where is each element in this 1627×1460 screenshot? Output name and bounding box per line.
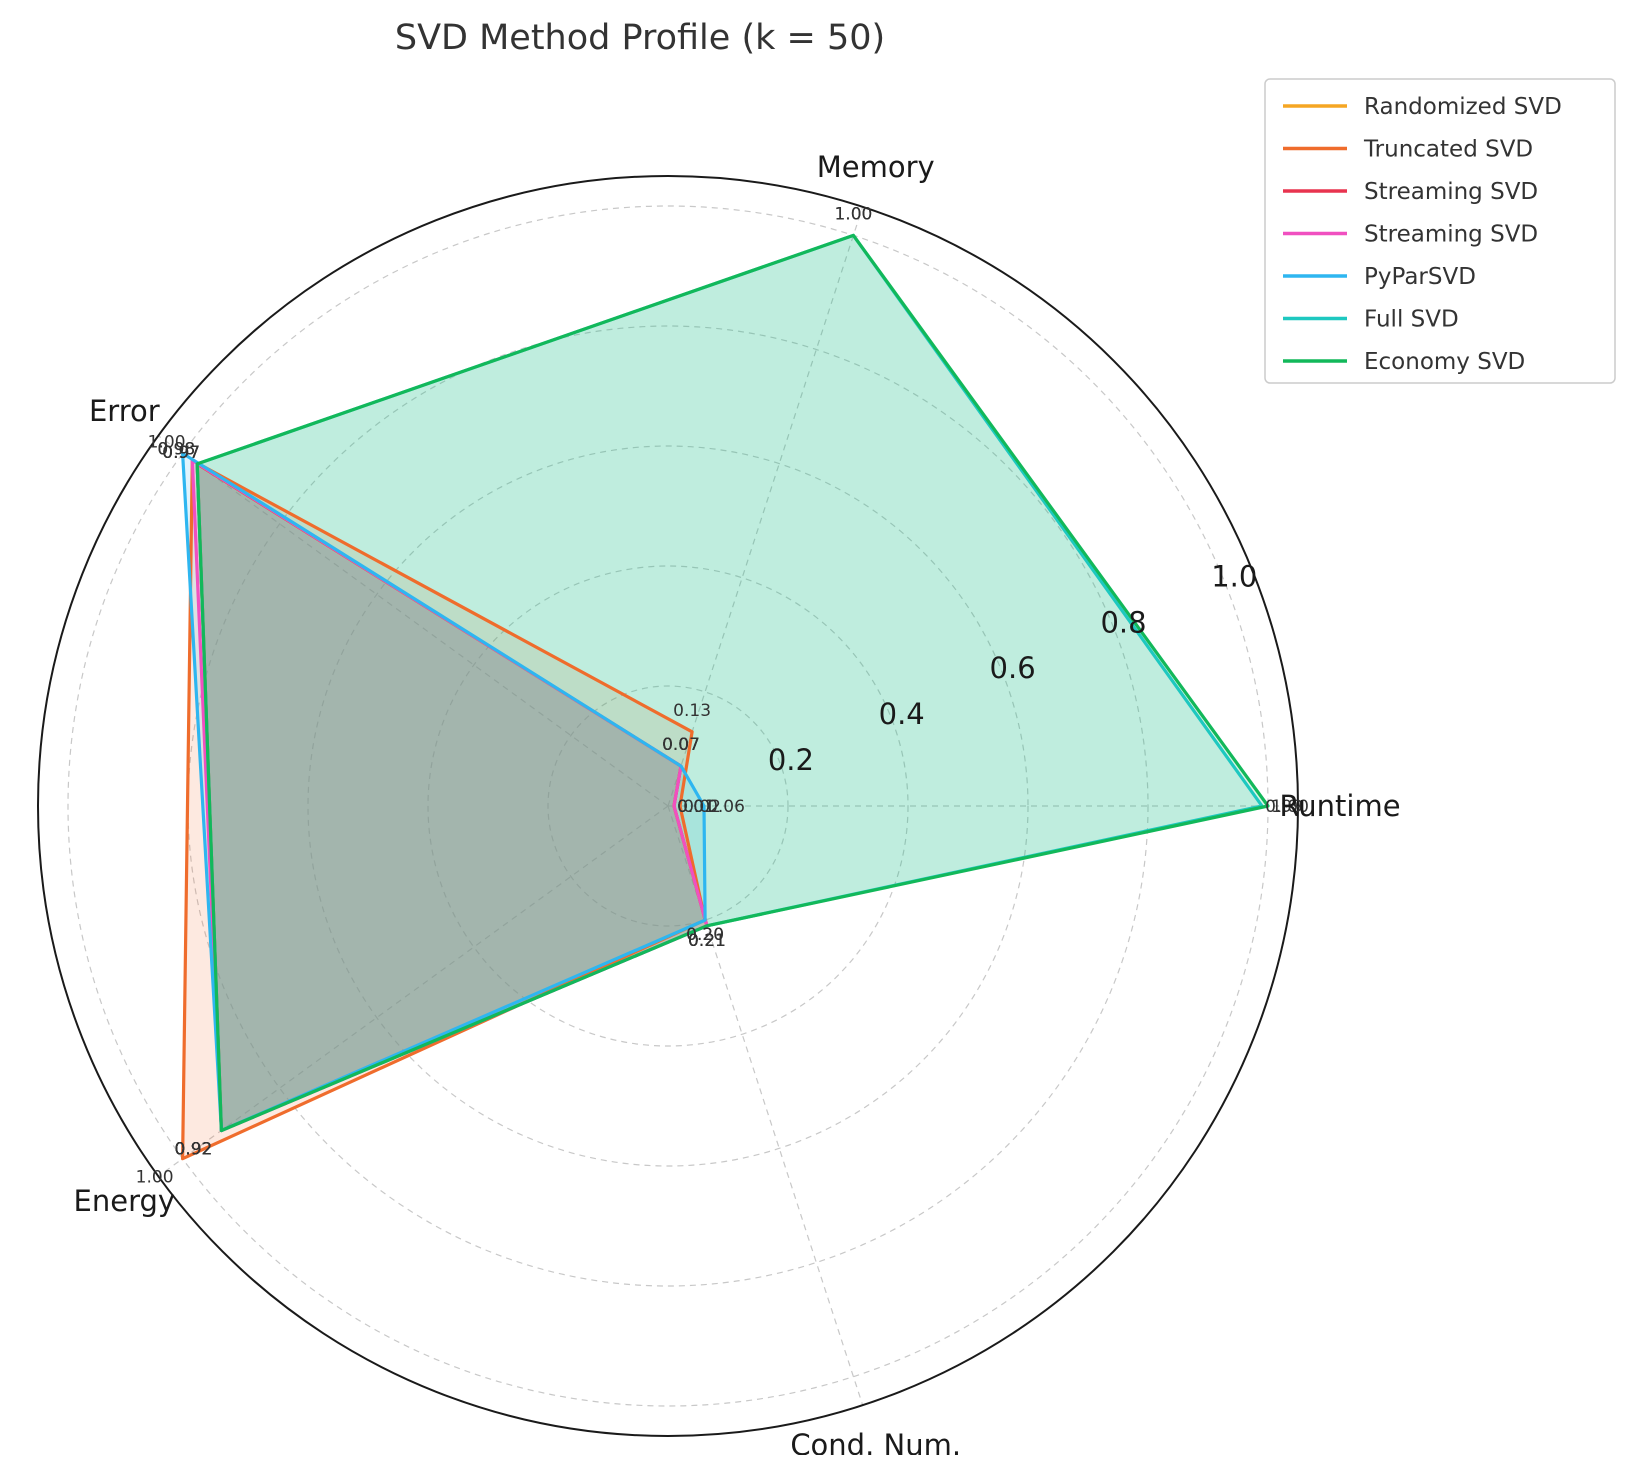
- value-label: 0.07: [662, 735, 700, 755]
- rtick-label-4: 1.0: [1211, 559, 1257, 593]
- polar-grid: [37, 175, 1299, 1437]
- value-label: 0.07: [662, 735, 700, 755]
- grid-circle-0: [547, 685, 789, 927]
- value-label: 0.99: [1265, 797, 1303, 817]
- rtick-label-0: 0.2: [768, 743, 814, 777]
- value-label: 0.02: [683, 797, 721, 817]
- series-line-4: [181, 451, 707, 1133]
- series-fill-0: [197, 463, 707, 1131]
- value-label: 0.20: [686, 925, 724, 945]
- value-label: 0.01: [677, 797, 715, 817]
- value-label: 0.21: [688, 931, 726, 951]
- axis-label-2: Error: [89, 394, 160, 428]
- value-label: 0.21: [688, 931, 726, 951]
- spoke-2: [157, 435, 669, 807]
- value-label: 0.92: [174, 1140, 212, 1160]
- value-label: 0.01: [677, 797, 715, 817]
- series-fills: [182, 235, 1269, 1159]
- legend-entry: PyParSVD: [1364, 264, 1476, 290]
- value-label: 0.21: [688, 931, 726, 951]
- value-label: 0.92: [174, 1140, 212, 1160]
- series-fill-6: [197, 235, 1269, 1131]
- series-fill-5: [197, 235, 1263, 1131]
- value-label: 1.00: [148, 432, 186, 452]
- value-label: 1.00: [834, 204, 872, 224]
- legend-entry: Randomized SVD: [1364, 94, 1562, 120]
- axis-label-1: Memory: [817, 150, 935, 184]
- value-label: 0.92: [174, 1140, 212, 1160]
- axis-label-0: Runtime: [1279, 789, 1400, 823]
- value-label: 0.13: [673, 701, 711, 721]
- value-label: 1.00: [1271, 797, 1309, 817]
- rtick-label-1: 0.4: [879, 697, 925, 731]
- rtick-label-2: 0.6: [990, 651, 1036, 685]
- value-label: 0.06: [707, 797, 745, 817]
- series-fill-1: [182, 460, 706, 1159]
- legend-entry: Streaming SVD: [1364, 222, 1538, 248]
- value-label: 0.98: [157, 439, 195, 459]
- value-label: 0.92: [174, 1140, 212, 1160]
- series-line-6: [195, 233, 1270, 1133]
- rtick-label-3: 0.8: [1100, 605, 1146, 639]
- value-label: 0.07: [662, 735, 700, 755]
- spoke-1: [667, 206, 864, 807]
- axis-label-4: Cond. Num.: [790, 1428, 961, 1455]
- value-label: 0.97: [162, 443, 200, 463]
- value-label: 1.00: [834, 204, 872, 224]
- value-label: 0.97: [162, 443, 200, 463]
- grid-circle-2: [307, 445, 1029, 1167]
- value-label: 0.07: [662, 735, 700, 755]
- axis-label-3: Energy: [74, 1184, 176, 1218]
- legend-entry: Full SVD: [1364, 307, 1459, 333]
- chart-title: SVD Method Profile (k = 50): [395, 18, 885, 58]
- value-label: 0.97: [162, 443, 200, 463]
- radial-tick-labels: 0.2 0.4 0.6 0.8 1.0: [768, 559, 1258, 777]
- spoke-3: [157, 805, 669, 1177]
- legend-frame: [1264, 78, 1616, 384]
- value-label: 0.21: [688, 931, 726, 951]
- value-label: 0.21: [688, 931, 726, 951]
- value-label: 0.92: [174, 1140, 212, 1160]
- series-line-3: [190, 458, 709, 1133]
- value-label: 0.98: [157, 439, 195, 459]
- series-fill-2: [197, 463, 707, 1131]
- value-label: 1.00: [136, 1168, 174, 1188]
- legend-entry: Truncated SVD: [1363, 137, 1533, 163]
- legend: Randomized SVD Truncated SVD Streaming SVD…: [1264, 78, 1616, 384]
- value-label: 0.20: [686, 925, 724, 945]
- value-label: 0.92: [174, 1140, 212, 1160]
- legend-entry: Economy SVD: [1364, 349, 1525, 375]
- grid-circle-1: [427, 565, 909, 1047]
- series-fill-4: [182, 453, 706, 1131]
- series-fill-3: [192, 460, 707, 1131]
- value-label: 0.97: [162, 443, 200, 463]
- value-labels: 0.010.070.970.920.210.020.130.981.000.20…: [136, 204, 1309, 1187]
- legend-entry: Streaming SVD: [1364, 179, 1538, 205]
- value-label: 0.01: [677, 797, 715, 817]
- polar-frame: [37, 175, 1299, 1437]
- series-lines: [181, 233, 1270, 1161]
